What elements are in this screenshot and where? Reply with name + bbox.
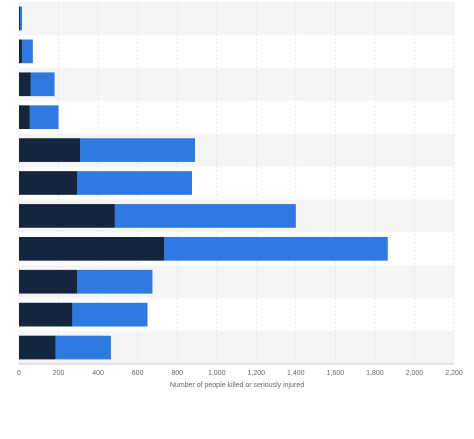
x-tick-label: 200	[53, 370, 65, 377]
bar-series-2	[55, 335, 111, 360]
x-tick-label: 800	[171, 370, 183, 377]
bar-series-1	[19, 269, 78, 294]
bar-series-2	[29, 105, 59, 130]
bar-series-1	[19, 171, 78, 195]
x-tick-label: 1,200	[248, 370, 266, 377]
bar-series-1	[19, 236, 165, 261]
bar-series-2	[164, 236, 388, 261]
x-tick-label: 600	[132, 370, 144, 377]
row-band	[19, 67, 454, 101]
bar-series-1	[19, 335, 56, 360]
bar-series-2	[80, 138, 195, 162]
bar-series-1	[19, 105, 30, 130]
bar-series-2	[77, 171, 193, 195]
x-tick-label: 1,000	[208, 370, 226, 377]
bar-series-1	[19, 72, 31, 97]
bar-series-1	[19, 204, 115, 228]
bars	[19, 6, 388, 360]
bar-series-1	[19, 39, 22, 64]
row-band	[19, 2, 454, 35]
x-tick-label: 400	[92, 370, 104, 377]
x-tick-label: 2,200	[445, 370, 463, 377]
x-tick-label: 2,000	[406, 370, 424, 377]
bar-series-1	[19, 138, 81, 162]
bar-series-2	[114, 204, 296, 228]
x-axis: 0 200 400 600 800 1,000 1,200 1,400 1,600 1,800 2,…	[17, 363, 463, 377]
x-tick-label: 1,400	[287, 370, 305, 377]
x-axis-title: Number of people killed or seriously inj…	[170, 382, 304, 389]
bar-series-1	[19, 302, 73, 327]
bar-series-2	[21, 39, 33, 64]
x-tick-label: 1,800	[366, 370, 384, 377]
x-tick-label: 0	[17, 370, 21, 377]
bar-series-2	[30, 72, 55, 97]
bar-series-1	[19, 6, 20, 31]
bar-series-2	[19, 6, 22, 31]
x-tick-label: 1,600	[327, 370, 345, 377]
bar-series-2	[72, 302, 148, 327]
bar-series-2	[77, 269, 153, 294]
